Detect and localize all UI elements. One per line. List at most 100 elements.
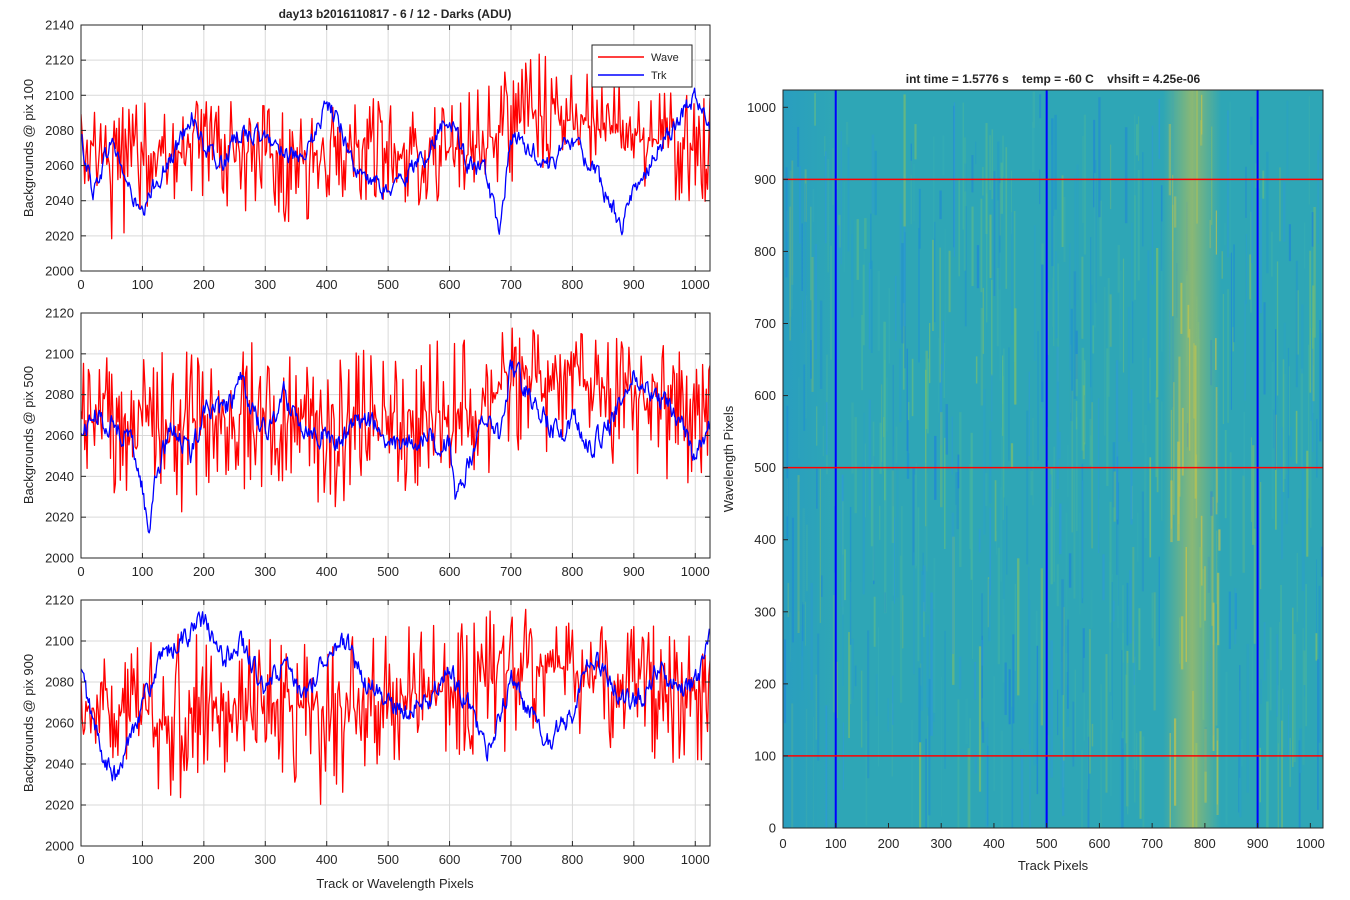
panel-pix-900-ticks: 0 100 200 300 400 500 600 700 800 900 1000 2000 2020… <box>45 593 710 867</box>
heatmap-streak <box>925 369 927 527</box>
heatmap-y-tick-label: 0 <box>769 821 776 836</box>
heatmap-streak <box>864 218 867 249</box>
heatmap-streak <box>999 183 1001 236</box>
heatmap-streak <box>989 214 992 279</box>
heatmap-streak <box>1028 566 1030 700</box>
heatmap-streak <box>939 364 943 445</box>
heatmap-streak <box>837 225 840 360</box>
panel-pix-100-ylabel: Backgrounds @ pix 100 <box>21 79 36 217</box>
heatmap-x-tick-label: 800 <box>1194 836 1216 851</box>
heatmap-streak <box>891 703 893 777</box>
heatmap-streak <box>983 389 986 535</box>
heatmap-streak <box>1266 151 1269 274</box>
heatmap-streak <box>956 472 959 530</box>
heatmap-streak <box>871 134 875 214</box>
heatmap-streak <box>971 543 973 660</box>
heatmap-streak <box>856 219 859 280</box>
heatmap-streak <box>1092 325 1095 354</box>
x-tick-label: 700 <box>500 564 522 579</box>
series-line-trk <box>81 359 710 534</box>
heatmap-streak <box>944 228 946 362</box>
heatmap-streak <box>883 417 885 438</box>
heatmap-streak <box>995 531 998 555</box>
heatmap-streak <box>863 412 865 573</box>
heatmap-x-tick-label: 100 <box>825 836 847 851</box>
heatmap-streak <box>1050 640 1053 778</box>
heatmap-streak <box>1317 150 1319 244</box>
heatmap-streak <box>1084 360 1086 445</box>
panel-pix-100-plot <box>81 53 710 240</box>
heatmap-streak <box>1250 116 1253 145</box>
heatmap-streak <box>1309 250 1312 393</box>
heatmap-streak <box>1053 446 1055 582</box>
heatmap-streak <box>974 751 977 774</box>
heatmap-streak <box>1099 498 1101 532</box>
heatmap-streak <box>1234 593 1237 630</box>
heatmap-streak <box>1251 437 1252 522</box>
heatmap-streak <box>1074 669 1076 754</box>
x-tick-label: 700 <box>500 852 522 867</box>
x-tick-label: 900 <box>623 852 645 867</box>
heatmap-streak <box>914 124 917 160</box>
heatmap-streak <box>1138 116 1140 161</box>
heatmap-streak <box>967 748 970 828</box>
heatmap-streak <box>1240 739 1243 767</box>
heatmap-streak <box>1001 427 1003 491</box>
heatmap-streak <box>1253 528 1256 644</box>
heatmap-streak <box>1072 701 1075 767</box>
heatmap-streak <box>969 718 971 828</box>
heatmap-streak <box>1121 650 1123 732</box>
heatmap-y-tick-label: 100 <box>754 748 776 763</box>
x-tick-label: 1000 <box>681 277 710 292</box>
heatmap-streak <box>970 432 973 580</box>
heatmap-streak <box>1295 410 1298 464</box>
heatmap-streak <box>1149 457 1152 558</box>
heatmap-streak <box>1107 278 1110 397</box>
y-tick-label: 2060 <box>45 428 74 443</box>
heatmap-streak <box>1076 164 1079 300</box>
heatmap-streak <box>1132 547 1135 663</box>
heatmap-xlabel: Track Pixels <box>1018 858 1089 873</box>
heatmap-streak <box>1008 669 1011 725</box>
heatmap-streak <box>1290 427 1293 457</box>
heatmap-streak <box>1221 251 1223 279</box>
heatmap-streak <box>1316 559 1317 645</box>
heatmap-streak <box>1229 452 1232 577</box>
heatmap-streak <box>1039 169 1041 205</box>
heatmap-streak <box>1245 234 1247 304</box>
heatmap-streak <box>1155 390 1158 478</box>
heatmap-streak <box>1147 250 1150 411</box>
heatmap-streak <box>1122 585 1124 663</box>
x-tick-label: 200 <box>193 277 215 292</box>
heatmap-streak <box>913 552 915 675</box>
heatmap-streak <box>1307 344 1310 499</box>
heatmap-streak <box>1158 556 1160 647</box>
heatmap-streak <box>1286 100 1289 180</box>
heatmap-streak <box>1288 366 1291 436</box>
heatmap-streak <box>1227 289 1229 423</box>
heatmap-streak <box>991 129 994 200</box>
heatmap-streak <box>963 137 966 271</box>
heatmap-streak <box>1070 308 1073 422</box>
heatmap-streak <box>1304 549 1306 697</box>
heatmap-streak <box>997 141 1000 268</box>
heatmap-streak <box>891 600 894 710</box>
heatmap-streak <box>1134 114 1136 213</box>
heatmap-x-tick-label: 0 <box>779 836 786 851</box>
heatmap-streak <box>1142 152 1144 247</box>
heatmap-streak <box>1134 656 1136 803</box>
heatmap-image <box>783 90 1323 828</box>
heatmap-streak <box>1313 207 1316 338</box>
heatmap-y-tick-label: 1000 <box>747 100 776 115</box>
x-tick-label: 0 <box>77 564 84 579</box>
heatmap-streak <box>942 135 945 176</box>
heatmap-streak <box>978 528 981 553</box>
heatmap-y-tick-label: 700 <box>754 316 776 331</box>
heatmap-streak <box>944 630 946 769</box>
heatmap-streak <box>892 364 894 507</box>
heatmap-streak <box>1054 114 1057 210</box>
x-tick-label: 1000 <box>681 852 710 867</box>
series-line-trk <box>81 611 710 782</box>
x-tick-label: 300 <box>254 852 276 867</box>
heatmap-streak <box>955 472 957 505</box>
